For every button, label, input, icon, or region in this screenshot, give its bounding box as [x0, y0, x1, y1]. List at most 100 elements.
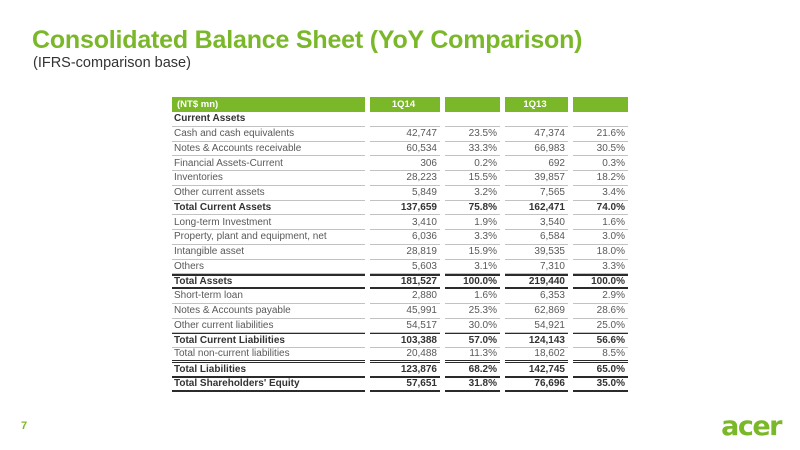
row-value: 3.4% [573, 186, 628, 201]
row-value: 18,602 [505, 348, 568, 363]
row-value: 42,747 [370, 127, 440, 142]
row-value: 2.9% [573, 289, 628, 304]
row-value [370, 112, 440, 127]
row-value: 100.0% [573, 274, 628, 289]
table-row: Total Shareholders' Equity 57,651 31.8% 76,… [172, 378, 628, 393]
slide-title: Consolidated Balance Sheet (YoY Comparis… [32, 26, 583, 54]
table-row: Other current liabilities 54,517 30.0% 54,9… [172, 319, 628, 334]
row-value: 6,036 [370, 230, 440, 245]
row-value: 142,745 [505, 363, 568, 378]
row-value: 25.0% [573, 319, 628, 334]
table-row: Total Assets 181,527 100.0% 219,440 100.0% [172, 274, 628, 289]
row-value: 47,374 [505, 127, 568, 142]
row-value: 75.8% [445, 201, 500, 216]
row-label: Total non-current liabilities [172, 348, 365, 363]
row-value: 3,540 [505, 215, 568, 230]
row-label: Intangible asset [172, 245, 365, 260]
row-value: 1.6% [445, 289, 500, 304]
row-value: 28,819 [370, 245, 440, 260]
row-value: 0.3% [573, 156, 628, 171]
row-value: 219,440 [505, 274, 568, 289]
row-value [573, 112, 628, 127]
row-label: Other current assets [172, 186, 365, 201]
row-value: 124,143 [505, 333, 568, 348]
table-row: Long-term Investment 3,410 1.9% 3,540 1.6% [172, 215, 628, 230]
table-row: Other current assets 5,849 3.2% 7,565 3.4% [172, 186, 628, 201]
row-label: Cash and cash equivalents [172, 127, 365, 142]
slide-subtitle: (IFRS-comparison base) [33, 55, 191, 71]
row-value: 65.0% [573, 363, 628, 378]
row-label: Other current liabilities [172, 319, 365, 334]
row-value: 54,921 [505, 319, 568, 334]
row-value: 3.0% [573, 230, 628, 245]
row-label: Total Current Assets [172, 201, 365, 216]
row-label: Total Liabilities [172, 363, 365, 378]
header-cell [445, 97, 500, 112]
balance-sheet-table: (NT$ mn) 1Q14 1Q13 Current Assets Cash and … [172, 97, 628, 393]
header-cell: (NT$ mn) [172, 97, 365, 112]
row-value: 123,876 [370, 363, 440, 378]
table-header-row: (NT$ mn) 1Q14 1Q13 [172, 97, 628, 112]
row-value: 3.3% [445, 230, 500, 245]
row-label: Others [172, 260, 365, 275]
row-value: 23.5% [445, 127, 500, 142]
page-number: 7 [21, 420, 28, 432]
row-value: 3.1% [445, 260, 500, 275]
table-row: Total non-current liabilities 20,488 11.3%… [172, 348, 628, 363]
table-row: Total Current Assets 137,659 75.8% 162,471 7… [172, 201, 628, 216]
row-label: Notes & Accounts payable [172, 304, 365, 319]
row-value: 35.0% [573, 378, 628, 393]
row-value: 1.9% [445, 215, 500, 230]
table-row: Financial Assets-Current 306 0.2% 692 0.3% [172, 156, 628, 171]
row-label: Inventories [172, 171, 365, 186]
row-value: 39,535 [505, 245, 568, 260]
row-value: 39,857 [505, 171, 568, 186]
row-value: 1.6% [573, 215, 628, 230]
row-value: 21.6% [573, 127, 628, 142]
row-label: Property, plant and equipment, net [172, 230, 365, 245]
table-row: Inventories 28,223 15.5% 39,857 18.2% [172, 171, 628, 186]
row-value: 20,488 [370, 348, 440, 363]
acer-logo: acer [721, 411, 782, 442]
row-value: 18.2% [573, 171, 628, 186]
row-value: 68.2% [445, 363, 500, 378]
row-label: Total Assets [172, 274, 365, 289]
row-value: 60,534 [370, 142, 440, 157]
row-value: 28,223 [370, 171, 440, 186]
row-label: Notes & Accounts receivable [172, 142, 365, 157]
row-value: 33.3% [445, 142, 500, 157]
row-value: 57,651 [370, 378, 440, 393]
row-label: Short-term loan [172, 289, 365, 304]
row-value: 18.0% [573, 245, 628, 260]
table-row: Total Liabilities 123,876 68.2% 142,745 65.0… [172, 363, 628, 378]
row-value: 103,388 [370, 333, 440, 348]
row-value: 30.0% [445, 319, 500, 334]
row-value: 181,527 [370, 274, 440, 289]
table-row: Short-term loan 2,880 1.6% 6,353 2.9% [172, 289, 628, 304]
row-value: 6,353 [505, 289, 568, 304]
header-cell: 1Q14 [370, 97, 440, 112]
row-value: 7,565 [505, 186, 568, 201]
row-value: 45,991 [370, 304, 440, 319]
row-label: Financial Assets-Current [172, 156, 365, 171]
row-value: 306 [370, 156, 440, 171]
row-value: 5,603 [370, 260, 440, 275]
table-row: Notes & Accounts payable 45,991 25.3% 62,86… [172, 304, 628, 319]
row-value: 6,584 [505, 230, 568, 245]
row-value: 76,696 [505, 378, 568, 393]
row-value: 54,517 [370, 319, 440, 334]
row-value: 74.0% [573, 201, 628, 216]
row-value: 66,983 [505, 142, 568, 157]
row-value: 15.9% [445, 245, 500, 260]
row-value: 137,659 [370, 201, 440, 216]
row-value [505, 112, 568, 127]
row-label: Long-term Investment [172, 215, 365, 230]
row-value: 3.2% [445, 186, 500, 201]
row-value: 3,410 [370, 215, 440, 230]
table-row: Intangible asset 28,819 15.9% 39,535 18.0% [172, 245, 628, 260]
row-value: 5,849 [370, 186, 440, 201]
row-value: 2,880 [370, 289, 440, 304]
row-label: Current Assets [172, 112, 365, 127]
row-label: Total Shareholders' Equity [172, 378, 365, 393]
